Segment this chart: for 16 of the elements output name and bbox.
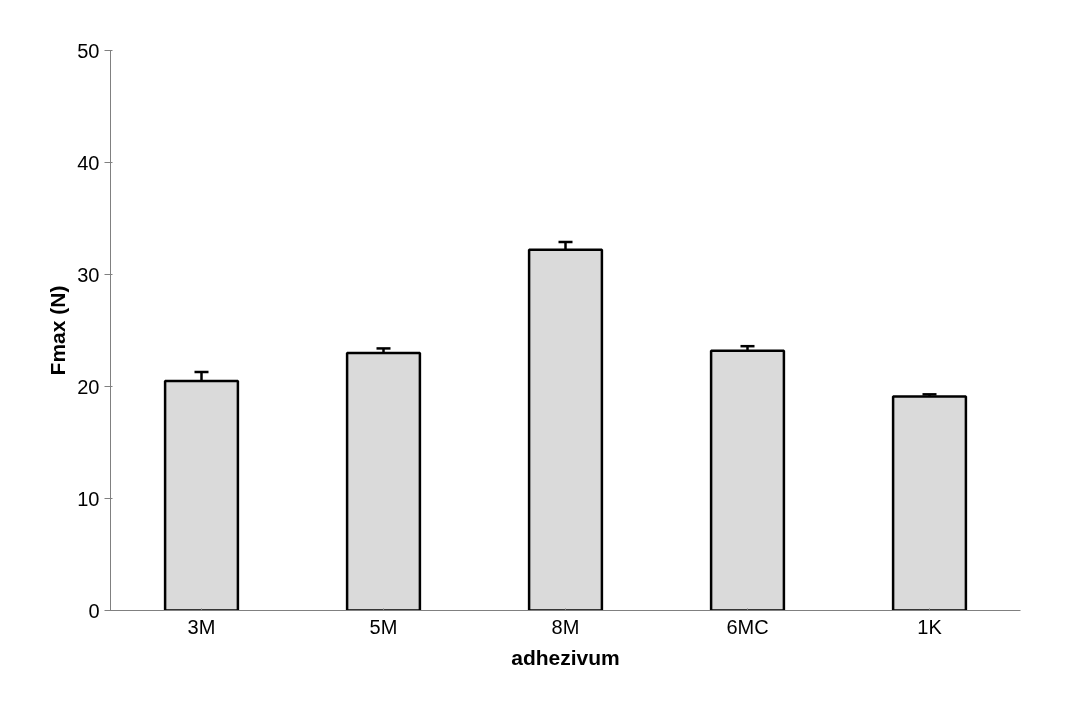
x-tick-label: 5M <box>369 615 398 638</box>
y-axis-title: Fmax (N) <box>46 285 70 376</box>
y-tick-label: 0 <box>88 599 100 622</box>
bar <box>891 395 968 611</box>
y-tick-label: 20 <box>77 375 100 398</box>
y-tick-label: 30 <box>77 263 100 286</box>
y-tick-label: 10 <box>77 487 100 510</box>
x-axis-title: adhezivum <box>511 645 620 669</box>
y-tick-label: 40 <box>77 151 100 174</box>
x-tick-label: 6MC <box>726 615 769 638</box>
bar <box>345 351 422 611</box>
bar <box>709 349 786 611</box>
x-tick-label: 8M <box>551 615 580 638</box>
y-tick-label: 50 <box>77 39 100 62</box>
x-tick-label: 3M <box>187 615 216 638</box>
x-tick-label: 1K <box>917 615 943 638</box>
